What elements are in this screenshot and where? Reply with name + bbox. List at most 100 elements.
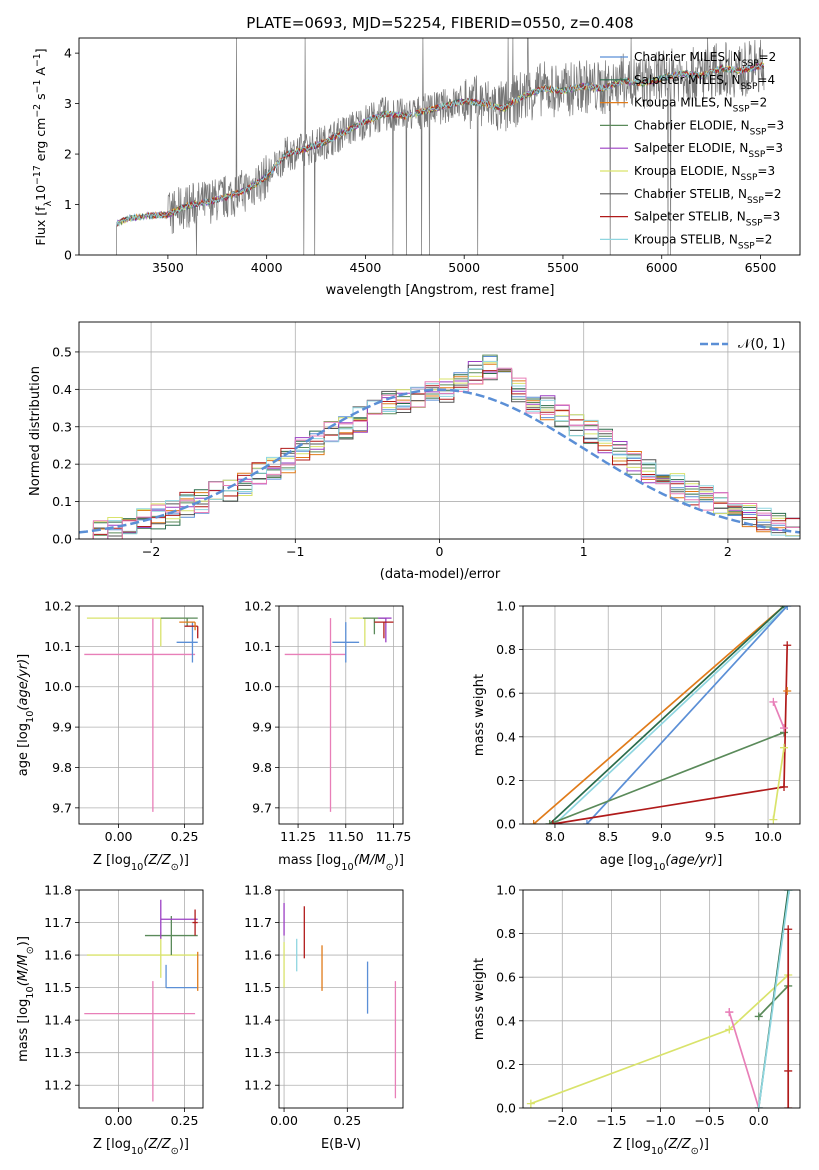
y-tick-label: 0.8 <box>496 642 516 657</box>
mass-weight-line <box>549 731 785 824</box>
legend-label: Chabrier MILES, NSSP=2 <box>634 50 776 69</box>
y-tick-label: 0.8 <box>496 926 516 941</box>
mass-vs-EBV-panel-area <box>283 903 397 1099</box>
plus-marker <box>783 641 792 650</box>
mass-weight-line <box>772 747 785 820</box>
y-axis-label: age [log10(age/yr)] <box>16 654 36 777</box>
legend-label: 𝒩(0, 1) <box>738 337 785 352</box>
mass-vs-Z-panel: 0.00 0.25 11.2 11.3 11.4 11.5 11.6 11.7 11.8 Z [l… <box>16 883 204 1157</box>
y-tick-label: 11.7 <box>244 915 272 930</box>
age-vs-mass-panel-area <box>284 617 394 812</box>
y-tick-label: 2 <box>64 147 72 162</box>
massweight-vs-age-panel: 8.0 8.5 9.0 9.5 10.0 0.0 0.2 0.4 0.6 0.8 1.0 age [l… <box>472 599 801 873</box>
figure-title: PLATE=0693, MJD=52254, FIBERID=0550, z=0… <box>246 14 633 32</box>
mass-weight-line <box>549 606 785 824</box>
y-tick-label: 9.7 <box>52 800 72 815</box>
mass-weight-line <box>586 606 788 824</box>
y-tick-label: 9.7 <box>252 800 272 815</box>
plus-marker <box>769 697 778 706</box>
y-tick-label: 10.2 <box>44 599 72 614</box>
y-tick-label: 11.4 <box>44 1013 72 1028</box>
y-tick-label: 10.0 <box>44 679 72 694</box>
x-tick-label: 0.0 <box>749 1113 769 1128</box>
y-tick-label: 0.2 <box>496 1057 516 1072</box>
plus-marker <box>526 1099 535 1108</box>
plus-marker <box>780 724 789 733</box>
legend-label: Kroupa ELODIE, NSSP=3 <box>634 164 775 183</box>
x-tick-label: 11.25 <box>280 829 316 844</box>
y-tick-label: 11.4 <box>244 1013 272 1028</box>
y-axis-label: Flux [fλ10−17 erg cm−2 s−1 A−1] <box>32 48 54 245</box>
y-tick-label: 0.2 <box>496 773 516 788</box>
plus-marker <box>784 1066 793 1075</box>
x-tick-label: 8.5 <box>598 829 618 844</box>
plus-marker <box>725 1008 734 1017</box>
plus-marker <box>754 1104 763 1108</box>
y-tick-label: 10.2 <box>244 599 272 614</box>
x-axis-label: (data-model)/error <box>380 567 501 582</box>
y-tick-label: 11.7 <box>44 915 72 930</box>
legend-label: Kroupa MILES, NSSP=2 <box>634 96 767 115</box>
y-tick-label: 1.0 <box>496 599 516 614</box>
y-tick-label: 0.6 <box>496 686 516 701</box>
mass-weight-line <box>530 974 789 1105</box>
legend-label: Chabrier ELODIE, NSSP=3 <box>634 118 784 137</box>
y-axis-label: mass weight <box>472 958 487 1040</box>
mass-vs-Z-panel-area <box>84 899 199 1102</box>
y-tick-label: 1 <box>64 197 72 212</box>
mass-weight-line <box>772 701 785 729</box>
x-axis-label: age [log10(age/yr)] <box>600 853 723 873</box>
plus-marker <box>784 925 793 934</box>
mass-weight-line <box>533 606 785 824</box>
x-tick-label: 0.25 <box>171 1113 199 1128</box>
y-axis-label: mass [log10(M/M⊙)] <box>16 936 36 1062</box>
x-tick-label: 0 <box>436 544 444 559</box>
axes-frame <box>78 605 204 825</box>
y-tick-label: 9.9 <box>52 720 72 735</box>
y-tick-label: 10.1 <box>244 639 272 654</box>
y-tick-label: 11.3 <box>244 1045 272 1060</box>
legend-label: Chabrier STELIB, NSSP=2 <box>634 187 782 206</box>
plus-marker <box>783 687 792 696</box>
x-tick-label: −0.5 <box>694 1113 724 1128</box>
x-tick-label: 0.00 <box>105 1113 133 1128</box>
x-tick-label: 5500 <box>547 260 579 275</box>
y-tick-label: 11.8 <box>244 883 272 898</box>
x-axis-label: Z [log10(Z/Z⊙)] <box>93 1137 189 1157</box>
mass-weight-line <box>728 1011 760 1108</box>
y-tick-label: 0.4 <box>496 729 516 744</box>
x-tick-label: 0.25 <box>333 1113 361 1128</box>
y-tick-label: 4 <box>64 46 72 61</box>
spectrum-plot-area <box>116 38 765 255</box>
mass-weight-line <box>757 890 791 1108</box>
plus-marker <box>582 820 591 824</box>
x-tick-label: −2 <box>142 544 160 559</box>
y-tick-label: 0.4 <box>496 1013 516 1028</box>
mass-weight-line <box>554 606 788 824</box>
plus-marker <box>780 782 789 791</box>
x-axis-label: E(B-V) <box>321 1137 361 1152</box>
x-tick-label: 11.75 <box>376 829 412 844</box>
y-tick-label: 11.2 <box>44 1078 72 1093</box>
spectrum-legend: Chabrier MILES, NSSP=2 Salpeter MILES, NS… <box>600 50 784 251</box>
y-tick-label: 10.1 <box>44 639 72 654</box>
y-tick-label: 9.8 <box>52 760 72 775</box>
legend-label: Salpeter STELIB, NSSP=3 <box>634 210 780 229</box>
x-tick-label: −1 <box>286 544 304 559</box>
x-axis-label: mass [log10(M/M⊙)] <box>278 853 404 873</box>
x-tick-label: 6500 <box>745 260 777 275</box>
x-axis-label: Z [log10(Z/Z⊙)] <box>613 1137 709 1157</box>
axes-frame <box>522 605 801 825</box>
normal-curve <box>79 388 800 534</box>
x-tick-label: 4500 <box>350 260 382 275</box>
y-tick-label: 11.5 <box>44 980 72 995</box>
y-tick-label: 11.3 <box>44 1045 72 1060</box>
plus-marker <box>780 743 789 752</box>
y-tick-label: 3 <box>64 96 72 111</box>
x-axis-label: wavelength [Angstrom, rest frame] <box>326 283 555 298</box>
x-tick-label: 9.0 <box>652 829 672 844</box>
massweight-vs-Z-panel-area <box>526 890 794 1108</box>
y-tick-label: 10.0 <box>244 679 272 694</box>
x-tick-label: −1.5 <box>596 1113 626 1128</box>
